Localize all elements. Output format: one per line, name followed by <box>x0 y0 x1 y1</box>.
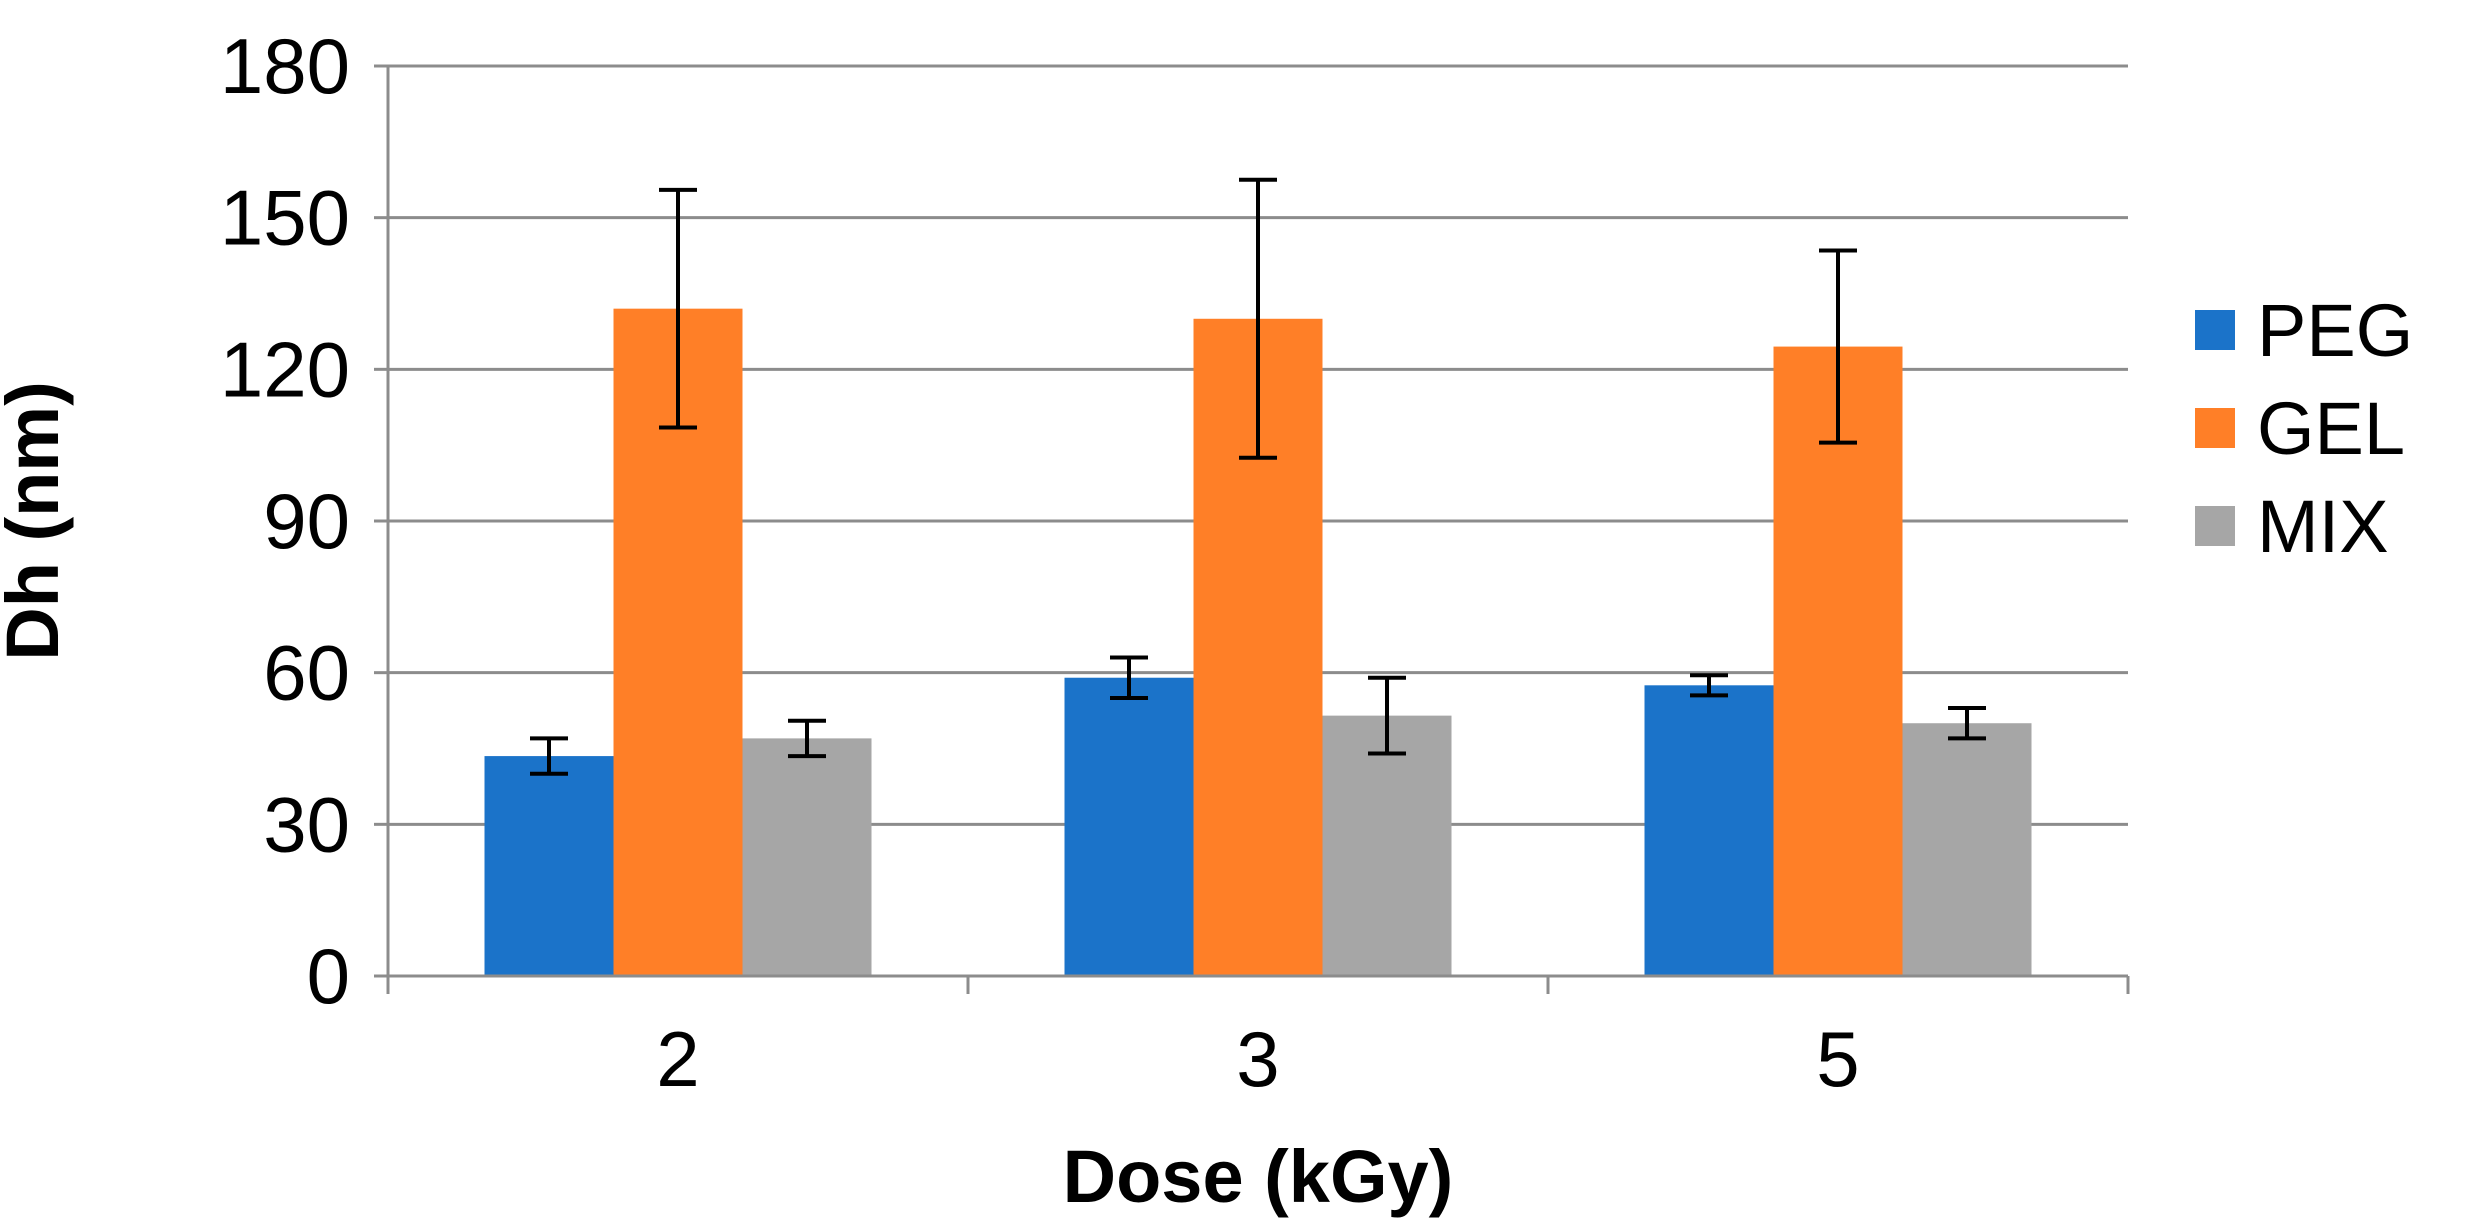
bar-peg-5 <box>1644 685 1774 976</box>
y-tick-label: 60 <box>263 629 350 717</box>
y-tick-label: 0 <box>307 932 350 1020</box>
x-axis-title: Dose (kGy) <box>1063 1135 1454 1218</box>
bar-peg-3 <box>1064 677 1194 976</box>
legend-label-peg: PEG <box>2257 289 2413 372</box>
legend-label-gel: GEL <box>2257 387 2405 470</box>
y-tick-label: 30 <box>263 780 350 868</box>
y-tick-label: 150 <box>220 174 350 262</box>
legend-swatch-peg <box>2195 310 2235 350</box>
bar-gel-5 <box>1773 346 1903 976</box>
y-tick-label: 120 <box>220 325 350 413</box>
bar-peg-2 <box>484 756 614 976</box>
y-axis-title: Dh (nm) <box>0 381 74 661</box>
y-tick-label: 90 <box>263 477 350 565</box>
bar-mix-5 <box>1902 723 2032 976</box>
legend-swatch-mix <box>2195 506 2235 546</box>
bar-mix-2 <box>742 738 872 976</box>
axes <box>374 64 2130 994</box>
legend-swatch-gel <box>2195 408 2235 448</box>
x-tick-labels: 2 3 5 <box>656 1015 1859 1103</box>
error-bars <box>530 177 1986 776</box>
legend: PEG GEL MIX <box>2195 289 2413 568</box>
bar-mix-3 <box>1322 715 1452 976</box>
x-tick-label: 5 <box>1816 1015 1859 1103</box>
y-tick-label: 180 <box>220 22 350 110</box>
legend-label-mix: MIX <box>2257 485 2389 568</box>
y-tick-labels: 0 30 60 90 120 150 180 <box>220 22 350 1020</box>
x-tick-label: 3 <box>1236 1015 1279 1103</box>
x-tick-label: 2 <box>656 1015 699 1103</box>
